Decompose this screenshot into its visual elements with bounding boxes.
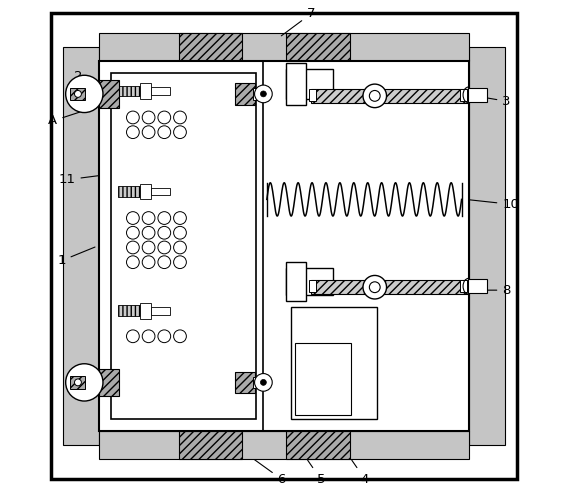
Circle shape xyxy=(174,126,186,139)
Bar xyxy=(235,371,254,393)
Bar xyxy=(469,47,505,445)
Bar xyxy=(151,87,170,95)
Text: 4: 4 xyxy=(352,460,369,486)
Bar xyxy=(99,80,119,108)
Text: 1: 1 xyxy=(57,247,95,267)
Circle shape xyxy=(174,226,186,239)
Bar xyxy=(286,262,306,301)
Circle shape xyxy=(66,75,103,113)
Bar xyxy=(151,307,170,315)
Bar xyxy=(99,61,469,431)
Bar xyxy=(178,32,243,61)
Circle shape xyxy=(158,241,170,254)
Bar xyxy=(118,306,140,316)
Bar xyxy=(469,88,487,102)
Circle shape xyxy=(158,256,170,269)
Text: 6: 6 xyxy=(254,460,286,486)
Circle shape xyxy=(142,111,155,124)
Bar xyxy=(63,47,99,445)
Text: 8: 8 xyxy=(481,284,511,297)
Circle shape xyxy=(127,126,139,139)
Bar xyxy=(235,83,254,105)
Bar xyxy=(469,279,487,293)
Text: 5: 5 xyxy=(308,460,325,486)
Bar xyxy=(99,369,119,396)
Circle shape xyxy=(261,379,266,385)
Bar xyxy=(460,280,467,292)
Circle shape xyxy=(158,111,170,124)
Circle shape xyxy=(142,256,155,269)
Circle shape xyxy=(158,226,170,239)
Circle shape xyxy=(158,212,170,224)
Circle shape xyxy=(142,226,155,239)
Text: 10: 10 xyxy=(468,198,519,211)
Bar xyxy=(93,87,101,101)
Bar xyxy=(286,268,333,295)
Bar xyxy=(311,89,468,103)
Bar xyxy=(308,280,316,292)
Circle shape xyxy=(142,330,155,342)
Circle shape xyxy=(142,241,155,254)
Circle shape xyxy=(142,212,155,224)
Bar xyxy=(140,83,151,99)
Circle shape xyxy=(158,330,170,342)
Bar xyxy=(286,431,350,460)
Bar xyxy=(178,431,243,460)
Bar xyxy=(311,280,468,294)
Bar xyxy=(140,184,151,199)
Circle shape xyxy=(174,330,186,342)
Text: 11: 11 xyxy=(59,173,102,186)
Circle shape xyxy=(174,111,186,124)
Bar xyxy=(140,303,151,319)
Circle shape xyxy=(74,379,81,386)
Circle shape xyxy=(158,126,170,139)
Text: 3: 3 xyxy=(481,95,511,108)
Circle shape xyxy=(127,241,139,254)
Text: A: A xyxy=(48,112,80,127)
Circle shape xyxy=(127,330,139,342)
Bar xyxy=(111,73,256,419)
Bar xyxy=(308,89,316,101)
Bar xyxy=(295,342,351,415)
Circle shape xyxy=(363,276,387,299)
Bar xyxy=(286,32,350,61)
Circle shape xyxy=(127,212,139,224)
Bar xyxy=(460,89,467,101)
Bar xyxy=(70,88,85,100)
Circle shape xyxy=(174,241,186,254)
Bar xyxy=(286,63,306,105)
Circle shape xyxy=(74,91,81,97)
Circle shape xyxy=(174,212,186,224)
Text: 7: 7 xyxy=(281,7,315,36)
Bar xyxy=(286,69,333,99)
Circle shape xyxy=(142,126,155,139)
Bar xyxy=(93,375,101,389)
Bar xyxy=(99,32,469,61)
Bar xyxy=(151,187,170,195)
Bar xyxy=(118,86,140,96)
Circle shape xyxy=(261,91,266,97)
Circle shape xyxy=(254,85,272,103)
Circle shape xyxy=(127,256,139,269)
Bar xyxy=(253,376,261,388)
Circle shape xyxy=(127,111,139,124)
Bar xyxy=(70,376,85,389)
Circle shape xyxy=(174,256,186,269)
Circle shape xyxy=(363,84,387,108)
Circle shape xyxy=(127,226,139,239)
Circle shape xyxy=(254,373,272,391)
Bar xyxy=(291,307,377,419)
Text: 2: 2 xyxy=(74,70,102,86)
Circle shape xyxy=(66,364,103,401)
Circle shape xyxy=(369,91,380,101)
Bar xyxy=(99,431,469,460)
Circle shape xyxy=(369,282,380,293)
Bar xyxy=(118,186,140,197)
Bar xyxy=(253,88,261,100)
